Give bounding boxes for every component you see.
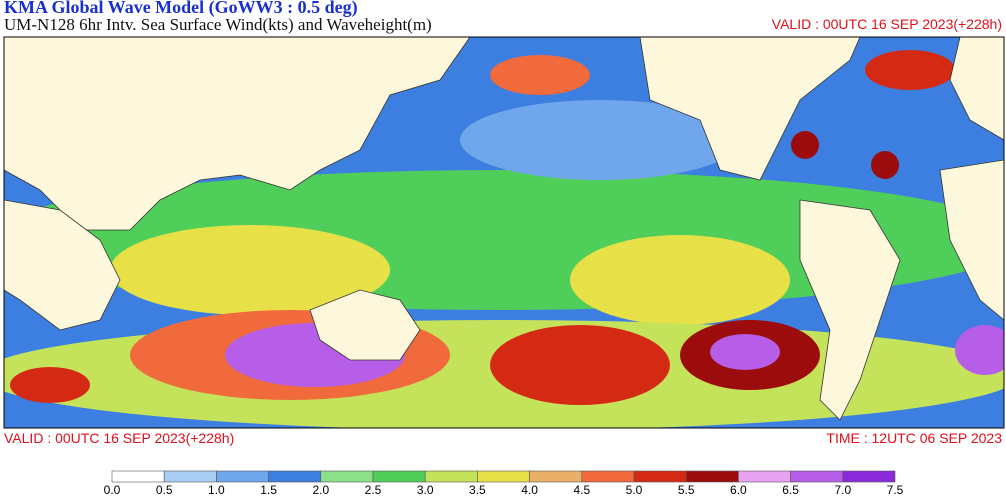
valid-bottom: VALID : 00UTC 16 SEP 2023(+228h) (4, 430, 235, 446)
colorbar-label: 4.5 (573, 483, 590, 496)
colorbar-label: 2.5 (365, 483, 382, 496)
colorbar-label: 3.0 (417, 483, 434, 496)
colorbar-label: 6.0 (730, 483, 747, 496)
title: KMA Global Wave Model (GoWW3 : 0.5 deg) (4, 0, 358, 17)
colorbar-swatch (790, 470, 844, 483)
colorbar-swatch (163, 470, 217, 483)
colorbar-swatch (738, 470, 791, 483)
colorbar-swatch (842, 470, 896, 483)
colorbar-label: 5.5 (678, 483, 695, 496)
colorbar-label: 0.5 (156, 483, 173, 496)
colorbar-swatch (372, 470, 426, 483)
run-time: TIME : 12UTC 06 SEP 2023 (826, 430, 1002, 446)
colorbar-label: 5.0 (626, 483, 643, 496)
colorbar-swatch (111, 470, 165, 483)
colorbar-swatch (633, 470, 687, 483)
colorbar-swatch (424, 470, 478, 483)
colorbar-swatch (268, 470, 322, 483)
valid-top: VALID : 00UTC 16 SEP 2023(+228h) (771, 16, 1002, 32)
colorbar-swatch (529, 470, 583, 483)
colorbar-label: 7.5 (887, 483, 904, 496)
colorbar-label: 3.5 (469, 483, 486, 496)
colorbar-swatch (685, 470, 739, 483)
colorbar-swatch (320, 470, 374, 483)
colorbar-label: 1.0 (208, 483, 225, 496)
colorbar-label: 0.0 (104, 483, 121, 496)
colorbar-label: 4.0 (521, 483, 538, 496)
colorbar-label: 1.5 (260, 483, 277, 496)
colorbar-label: 7.0 (834, 483, 851, 496)
colorbar-swatch (477, 470, 530, 483)
colorbar-label: 2.0 (312, 483, 329, 496)
colorbar-swatch (581, 470, 635, 483)
colorbar-swatch (216, 470, 269, 483)
subtitle: UM-N128 6hr Intv. Sea Surface Wind(kts) … (4, 15, 432, 34)
colorbar-label: 6.5 (782, 483, 799, 496)
